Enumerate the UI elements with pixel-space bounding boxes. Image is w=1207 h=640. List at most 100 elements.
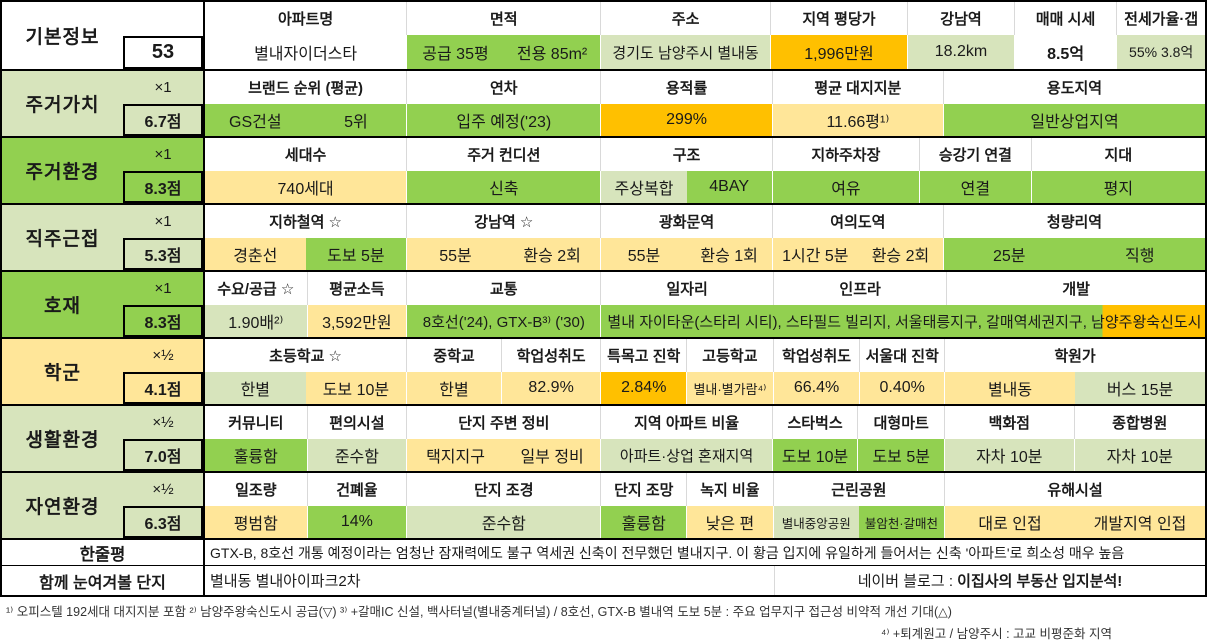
value-cheongnyangni-1: 직행: [1074, 238, 1205, 270]
section-related-complex: 함께 눈여겨볼 단지 별내동 별내아이파크2차 네이버 블로그 : 이집사의 부…: [2, 565, 1205, 595]
section-score: 6.7점: [123, 103, 203, 136]
value-middle-school: 한별: [407, 372, 501, 404]
residential-value-label-cell: 주거가치 ×1 6.7점: [2, 71, 205, 136]
col-snu-rate: 서울대 진학 0.40%: [859, 339, 945, 404]
header-green-ratio: 녹지 비율: [686, 473, 773, 506]
col-special-hs-rate: 특목고 진학 2.84%: [600, 339, 687, 404]
school-district-label-cell: 학군 ×½ 4.1점: [2, 339, 205, 404]
value-gwanghwamun-1: 환승 1회: [686, 238, 772, 270]
section-residential-value: 주거가치 ×1 6.7점 브랜드 순위 (평균) GS건설 5위 연차 입주 예정('23) 용…: [2, 69, 1205, 136]
analysis-table: 기본정보 53 아파트명 별내자이더스타 면적 공급 35평 전용 85m² 주소 경기도 …: [0, 0, 1207, 597]
value-park-1: 불암천·갈매천: [858, 506, 945, 538]
section-one-line-review: 한줄평 GTX-B, 8호선 개통 예정이라는 엄청난 잠재력에도 불구 역세권…: [2, 538, 1205, 565]
momentum-label-cell: 호재 ×1 8.3점: [2, 272, 205, 337]
col-starbucks: 스타벅스 도보 10분: [771, 406, 858, 471]
values-jobs-infra-dev: 별내 자이타운(스타리 시티), 스타필드 빌리지, 서울태릉지구, 갈매역세권…: [600, 305, 1205, 337]
col-terrain: 지대 평지: [1030, 138, 1205, 203]
values-age: 입주 예정('23): [406, 104, 601, 136]
section-residential-environment: 주거환경 ×1 8.3점 세대수 740세대 주거 컨디션 신축 구조 주상복합 4BAY 지하주차…: [2, 136, 1205, 203]
footnotes: ¹⁾ 오피스텔 192세대 대지지분 포함 ²⁾ 남양주왕숙신도시 공급(▽) …: [0, 597, 1207, 640]
header-hagwon: 학원가: [944, 339, 1205, 372]
header-community: 커뮤니티: [205, 406, 307, 439]
col-surroundings: 단지 주변 정비 택지지구 일부 정비: [406, 406, 601, 471]
section-job-proximity: 직주근접 ×1 5.3점 지하철역 ☆ 경춘선 도보 5분 강남역 ☆ 55분 환승 2회 광화문…: [2, 203, 1205, 270]
values-special-hs-rate: 2.84%: [600, 372, 687, 404]
footnote-line-2: ⁴⁾ +퇴계원고 / 남양주시 : 고교 비평준화 지역: [881, 627, 1112, 640]
section-score: 6.3점: [123, 505, 203, 538]
values-transport: 8호선('24), GTX-B³⁾ ('30): [406, 305, 601, 337]
col-area: 면적 공급 35평 전용 85m²: [406, 2, 601, 69]
blog-name: 이집사의 부동산 입지분석!: [957, 573, 1123, 590]
values-elevator: 연결: [919, 171, 1031, 203]
col-demand-supply: 수요/공급 ☆ 1.90배²⁾: [205, 272, 307, 337]
value-elevator: 연결: [920, 171, 1031, 203]
value-floor-area-ratio: 299%: [601, 104, 772, 136]
values-park: 별내중앙공원 불암천·갈매천: [772, 506, 945, 538]
value-price-per-pyeong: 1,996만원: [770, 35, 908, 69]
header-apt-ratio: 지역 아파트 비율: [600, 406, 772, 439]
col-community: 커뮤니티 훌륭함: [205, 406, 307, 471]
header-apartment-name: 아파트명: [205, 2, 407, 35]
review-label: 한줄평: [2, 540, 205, 565]
col-amenities: 편의시설 준수함: [306, 406, 407, 471]
header-middle-school: 중학교: [406, 339, 501, 372]
value-mart: 도보 5분: [858, 439, 945, 471]
value-terrain: 평지: [1031, 171, 1205, 203]
header-park: 근린공원: [772, 473, 945, 506]
values-gangnam: 55분 환승 2회: [406, 238, 601, 270]
header-structure: 구조: [600, 138, 772, 171]
values-price-per-pyeong: 1,996만원: [769, 35, 908, 69]
section-weight-multiplier: ×1: [154, 78, 172, 96]
value-apt-ratio: 아파트·상업 혼재지역: [601, 439, 772, 471]
values-green-ratio: 낮은 편: [686, 506, 773, 538]
values-address: 경기도 남양주시 별내동: [600, 35, 770, 69]
header-zoning: 용도지역: [943, 71, 1205, 104]
col-avg-land-share: 평균 대지지분 11.66평¹⁾: [771, 71, 944, 136]
header-floor-area-ratio: 용적률: [600, 71, 772, 104]
col-gwanghwamun: 광화문역 55분 환승 1회: [600, 205, 772, 270]
values-high-school: 별내·별가람⁴⁾: [686, 372, 773, 404]
section-title: 주거가치: [25, 95, 100, 116]
value-gangnam-0: 55분: [407, 238, 504, 270]
section-title: 직주근접: [25, 229, 100, 250]
col-condition: 주거 컨디션 신축: [406, 138, 601, 203]
header-jobs-infra-dev-1: 인프라: [772, 272, 946, 305]
values-hospital: 자차 10분: [1073, 439, 1205, 471]
section-title: 학군: [44, 363, 81, 384]
section-title: 호재: [44, 296, 81, 317]
footnote-line-1: ¹⁾ 오피스텔 192세대 대지지분 포함 ²⁾ 남양주왕숙신도시 공급(▽) …: [6, 605, 952, 619]
col-gangnam-distance: 강남역 18.2km: [907, 2, 1014, 69]
residential-value-columns: 브랜드 순위 (평균) GS건설 5위 연차 입주 예정('23) 용적률 299% 평균 대…: [205, 71, 1205, 136]
col-middle-achievement: 학업성취도 82.9%: [500, 339, 601, 404]
values-gangnam-distance: 18.2km: [907, 35, 1014, 69]
value-households: 740세대: [205, 171, 407, 203]
header-avg-land-share: 평균 대지지분: [771, 71, 944, 104]
value-sale-price: 8.5억: [1014, 35, 1117, 69]
header-high-school: 고등학교: [686, 339, 773, 372]
header-elementary: 초등학교 ☆: [205, 339, 407, 372]
header-hazards: 유해시설: [944, 473, 1205, 506]
value-demand-supply: 1.90배²⁾: [205, 305, 307, 337]
header-gangnam: 강남역 ☆: [406, 205, 601, 238]
col-brand-rank: 브랜드 순위 (평균) GS건설 5위: [205, 71, 407, 136]
values-cheongnyangni: 25분 직행: [943, 238, 1205, 270]
value-subway-0: 경춘선: [205, 238, 306, 270]
value-brand-rank-1: 5위: [305, 104, 407, 136]
header-department-store: 백화점: [944, 406, 1074, 439]
values-sunlight: 평범함: [205, 506, 307, 538]
values-high-achievement: 66.4%: [772, 372, 860, 404]
basic-info-columns: 아파트명 별내자이더스타 면적 공급 35평 전용 85m² 주소 경기도 남양주시 별내동…: [205, 2, 1205, 69]
header-terrain: 지대: [1030, 138, 1205, 171]
values-apartment-name: 별내자이더스타: [205, 35, 407, 69]
col-address: 주소 경기도 남양주시 별내동: [600, 2, 770, 69]
headers-jobs-infra-dev: 일자리 인프라 개발: [600, 272, 1205, 305]
col-high-achievement: 학업성취도 66.4%: [772, 339, 860, 404]
col-view: 단지 조망 훌륭함: [600, 473, 687, 538]
section-weight-multiplier: ×½: [152, 413, 174, 431]
value-address: 경기도 남양주시 별내동: [601, 35, 770, 69]
col-high-school: 고등학교 별내·별가람⁴⁾: [686, 339, 773, 404]
section-score: 8.3점: [123, 170, 203, 203]
values-condition: 신축: [406, 171, 601, 203]
header-mart: 대형마트: [857, 406, 945, 439]
col-zoning: 용도지역 일반상업지역: [943, 71, 1205, 136]
